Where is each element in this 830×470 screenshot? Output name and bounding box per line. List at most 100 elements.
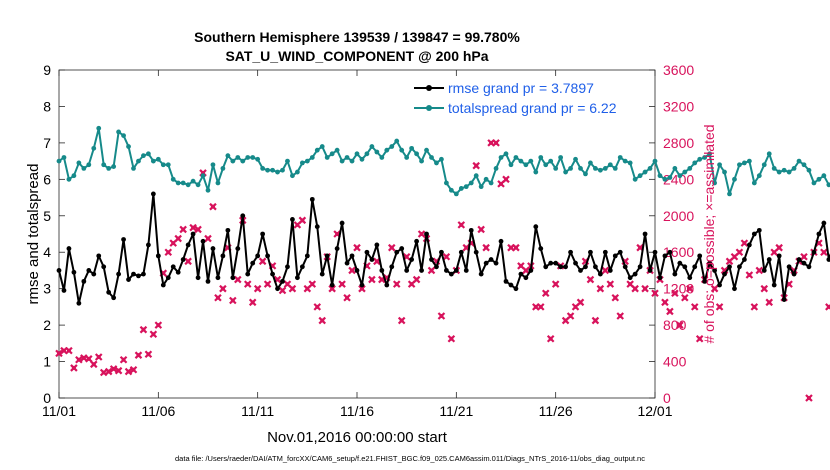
- totalspread-point: [568, 166, 573, 171]
- totalspread-point: [195, 182, 201, 188]
- obs-assimilated-point: [671, 289, 679, 298]
- rmse-point: [518, 271, 524, 277]
- obs-assimilated-point: [611, 293, 620, 302]
- rmse-point: [761, 268, 767, 273]
- obs-assimilated-point: [447, 334, 456, 343]
- obs-assimilated-point: [442, 252, 451, 261]
- obs-assimilated-point: [348, 266, 356, 275]
- obs-assimilated-point: [492, 139, 500, 147]
- rmse-point: [319, 271, 325, 277]
- totalspread-point: [146, 151, 151, 157]
- totalspread-point: [324, 155, 330, 160]
- totalspread-point: [165, 162, 171, 168]
- rmse-point: [101, 264, 107, 270]
- obs-assimilated-point: [685, 284, 694, 293]
- totalspread-point: [344, 155, 350, 160]
- totalspread-point: [96, 125, 102, 131]
- legend-totalspread-marker: [426, 105, 432, 111]
- obs-point-center: [374, 259, 379, 264]
- totalspread-point: [354, 151, 360, 157]
- obs-point-center: [315, 304, 320, 309]
- rmse-point: [299, 264, 305, 270]
- obs-assimilated-point: [591, 316, 600, 325]
- x-tick-label: 11/01: [42, 403, 76, 419]
- obs-assimilated-point: [820, 248, 828, 257]
- rmse-point: [453, 268, 459, 273]
- totalspread-point: [662, 176, 668, 182]
- obs-point-center: [687, 286, 692, 291]
- rmse-point: [707, 260, 713, 266]
- totalspread-point: [101, 162, 107, 168]
- rmse-point: [429, 257, 434, 262]
- rmse-point: [434, 264, 439, 270]
- obs-assimilated-point: [765, 298, 774, 307]
- obs-point-center: [439, 314, 444, 318]
- rmse-point: [56, 268, 62, 273]
- obs-assimilated-point: [234, 275, 242, 284]
- rmse-point: [493, 260, 499, 266]
- rmse-point: [697, 253, 703, 259]
- totalspread-point: [796, 158, 802, 164]
- obs-assimilated-point: [690, 303, 699, 311]
- obs-point-center: [533, 304, 538, 309]
- obs-point-center: [206, 236, 210, 241]
- legend-totalspread: totalspread grand pr = 6.22: [414, 100, 617, 116]
- rmse-point: [746, 242, 752, 248]
- totalspread-point: [523, 162, 529, 168]
- obs-point-center: [91, 362, 96, 367]
- obs-point-center: [330, 286, 335, 291]
- rmse-point: [111, 295, 117, 301]
- totalspread-point: [434, 160, 439, 166]
- totalspread-point: [86, 162, 92, 168]
- totalspread-point: [225, 153, 231, 159]
- obs-point-center: [106, 369, 111, 374]
- y-tick-label-left: 6: [43, 171, 51, 187]
- obs-point-center: [518, 263, 523, 268]
- totalspread-point: [647, 166, 653, 171]
- rmse-point: [737, 264, 742, 270]
- legend-rmse-marker: [426, 85, 432, 91]
- obs-assimilated-point: [368, 275, 376, 284]
- y-tick-label-right: 1200: [663, 281, 694, 297]
- obs-point-center: [215, 295, 220, 300]
- totalspread-point: [240, 158, 246, 164]
- rmse-point: [692, 264, 698, 270]
- obs-point-center: [573, 304, 578, 309]
- rmse-point: [816, 231, 822, 237]
- obs-assimilated-point: [179, 225, 187, 234]
- obs-point-center: [548, 336, 553, 341]
- totalspread-point: [61, 155, 67, 160]
- totalspread-point: [369, 144, 375, 149]
- rmse-point: [374, 242, 380, 248]
- rmse-point: [548, 260, 554, 266]
- rmse-point: [314, 224, 320, 230]
- rmse-point: [359, 282, 365, 288]
- obs-assimilated-point: [248, 298, 257, 307]
- totalspread-point: [150, 158, 156, 164]
- totalspread-point: [667, 175, 673, 180]
- rmse-point: [334, 246, 340, 251]
- rmse-point: [364, 249, 370, 255]
- totalspread-point: [439, 156, 444, 162]
- obs-point-center: [166, 250, 171, 255]
- obs-point-center: [66, 348, 71, 353]
- rmse-point: [324, 253, 330, 259]
- obs-point-center: [394, 282, 399, 287]
- totalspread-point: [131, 166, 136, 171]
- obs-assimilated-point: [805, 394, 813, 402]
- obs-assimilated-point: [715, 303, 724, 311]
- obs-assimilated-point: [576, 298, 585, 307]
- rmse-point: [597, 271, 603, 277]
- obs-point-center: [538, 304, 543, 309]
- rmse-point: [751, 231, 757, 237]
- obs-point-center: [76, 357, 81, 362]
- totalspread-point: [419, 158, 424, 164]
- obs-assimilated-point: [437, 312, 446, 320]
- totalspread-point: [185, 182, 191, 188]
- rmse-point: [76, 300, 82, 306]
- y-axis-label-right: # of obs: o=possible; ×=assimilated: [701, 124, 717, 343]
- totalspread-point: [394, 138, 400, 144]
- totalspread-point: [483, 176, 489, 182]
- obs-point-center: [116, 368, 121, 373]
- totalspread-point: [379, 155, 385, 160]
